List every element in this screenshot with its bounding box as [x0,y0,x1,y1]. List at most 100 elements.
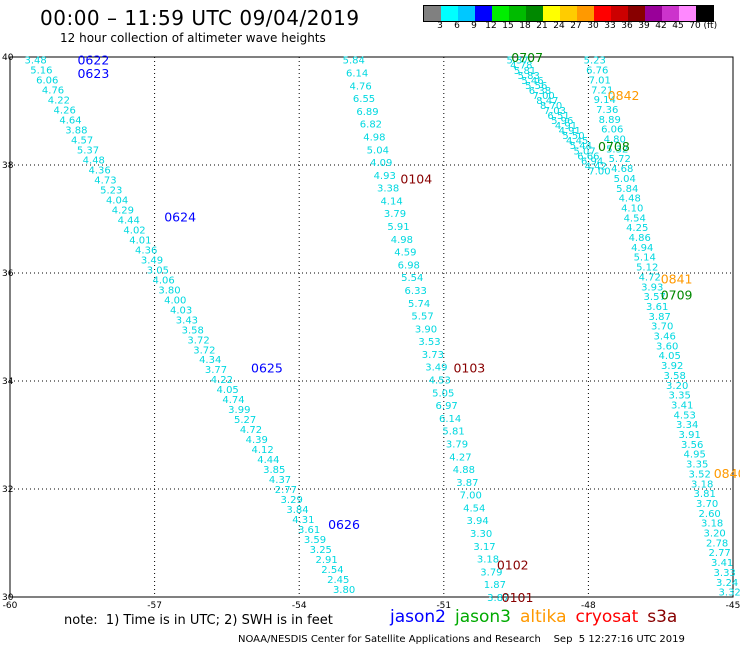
wave-height-value: 3.24 [716,578,738,589]
lon-tick-label: -54 [292,601,307,611]
wave-height-value: 1.87 [484,580,506,591]
wave-height-value: 4.64 [59,116,81,127]
wave-height-value: 5.16 [30,66,52,77]
wave-height-value: 7.01 [589,75,611,86]
legend-swatch [492,6,509,21]
wave-height-value: 3.56 [681,440,703,451]
wave-height-value: 3.87 [487,593,509,604]
wave-height-value: 3.70 [651,322,673,333]
wave-height-value: 4.12 [251,445,273,456]
wave-height-value: 4.14 [380,196,402,207]
wave-height-value: 3.58 [664,371,686,382]
wave-height-value: 4.45 [566,136,588,147]
wave-height-value: 4.68 [611,164,633,175]
wave-height-value: 3.34 [676,420,698,431]
wave-height-value: 4.74 [222,395,244,406]
wave-height-value: 3.72 [187,335,209,346]
wave-height-value: 4.93 [374,171,396,182]
pass-time-label: 0625 [251,361,283,376]
wave-height-value: 4.48 [619,194,641,205]
wave-height-value: 3.80 [333,585,355,596]
wave-height-value: 5.84 [616,184,638,195]
page-title: 00:00 – 11:59 UTC 09/04/2019 [40,6,360,30]
wave-height-value: 4.76 [42,86,64,97]
wave-height-value: 3.30 [470,529,492,540]
wave-height-value: 5.74 [408,299,430,310]
wave-height-value: 3.70 [696,499,718,510]
wave-height-value: 4.05 [659,351,681,362]
wave-height-value: 3.87 [456,478,478,489]
footer-credit: NOAA/NESDIS Center for Satellite Applica… [238,634,685,645]
wave-height-value: 4.54 [624,213,646,224]
wave-height-value: 4.39 [246,435,268,446]
legend-label: 18 [519,21,531,31]
legend-label: 27 [570,21,582,31]
wave-height-value: 5.91 [387,222,409,233]
wave-height-value: 4.06 [153,275,175,286]
wave-height-value: 2.60 [699,509,721,520]
wave-height-value: 5.46 [521,76,543,87]
wave-height-value: 6.98 [398,260,420,271]
page-subtitle: 12 hour collection of altimeter wave hei… [60,31,326,45]
wave-height-value: 5.37 [77,146,99,157]
wave-height-value: 7.00 [588,166,610,177]
satellite-legend: jason2 jason3 altika cryosat s3a [390,607,686,627]
wave-height-value: 4.02 [123,225,145,236]
wave-height-value: 4.09 [370,158,392,169]
wave-height-value: 3.90 [415,324,437,335]
wave-height-value: 3.49 [425,363,447,374]
wave-height-value: 4.29 [112,205,134,216]
wave-height-value: 5.23 [100,186,122,197]
wave-height-value: 3.92 [661,361,683,372]
wave-height-value: 3.53 [418,337,440,348]
wave-height-value: 3.88 [65,126,87,137]
wave-height-value: 4.88 [453,465,475,476]
wave-height-value: 5.44 [570,141,592,152]
wave-height-value: 3.60 [656,341,678,352]
legend-label: 36 [621,21,633,31]
legend-label: 30 [587,21,599,31]
wave-height-value: 4.57 [71,136,93,147]
wave-height-value: 5.14 [634,253,656,264]
wave-height-value: 4.36 [88,166,110,177]
wave-height-value: 3.79 [480,567,502,578]
wave-height-value: 5.04 [614,174,636,185]
wave-height-value: 3.41 [671,400,693,411]
legend-label: 33 [604,21,616,31]
wave-height-value: 5.72 [609,154,631,165]
legend-label: 45 [672,21,684,31]
wave-height-value: 4.00 [164,295,186,306]
wave-height-value: 3.87 [649,312,671,323]
wave-height-value: 3.61 [646,302,668,313]
wave-height-value: 3.18 [691,479,713,490]
color-legend-bar [423,5,714,22]
wave-height-value: 4.78 [510,61,532,72]
wave-height-value: 5.84 [343,56,365,67]
wave-height-value: 3.73 [422,350,444,361]
legend-label: 15 [502,21,514,31]
legend-swatch [594,6,611,21]
wave-height-value: 3.41 [711,558,733,569]
wave-height-value: 5.54 [401,273,423,284]
wave-height-value: 3.61 [298,525,320,536]
legend-swatch [662,6,679,21]
wave-height-value: 4.34 [199,355,221,366]
pass-time-label: 0708 [598,139,630,154]
legend-label: 12 [485,21,497,31]
pass-time-label: 0104 [400,172,432,187]
wave-height-value: 6.89 [356,107,378,118]
wave-height-value: 6.76 [586,66,608,77]
wave-height-value: 2.91 [315,555,337,566]
pass-time-label: 0623 [77,66,109,81]
satellite-name-altika: altika [520,607,567,627]
wave-height-value: 4.91 [559,126,581,137]
lon-tick-label: -45 [726,601,740,611]
wave-height-value: 6.14 [439,414,461,425]
wave-height-value: 6.14 [346,68,368,79]
wave-height-value: 9.14 [594,95,616,106]
wave-height-value: 4.91 [555,121,577,132]
wave-height-value: 4.94 [631,243,653,254]
wave-height-value: 3.84 [286,505,308,516]
